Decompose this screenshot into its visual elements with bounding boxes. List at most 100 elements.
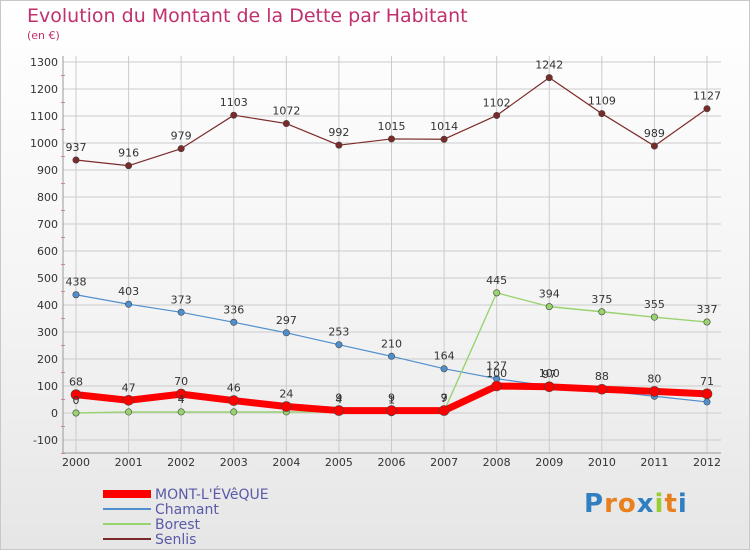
data-label-mont-l-v-que: 80 [647,372,661,385]
data-point-mont-l-v-que [70,389,82,400]
data-point-borest [72,409,80,417]
data-label-senlis: 1242 [535,59,563,72]
x-tick-label: 2008 [483,456,511,469]
logo-letter: r [604,489,618,519]
data-point-chamant [282,329,290,337]
data-label-senlis: 1102 [483,96,511,109]
x-tick-label: 2011 [640,456,668,469]
data-point-senlis [335,141,343,149]
data-point-borest [230,408,238,416]
y-tick-label: 400 [37,299,58,312]
data-label-senlis: 979 [171,130,192,143]
data-point-chamant [387,352,395,360]
data-label-senlis: 1014 [430,120,458,133]
data-point-chamant [72,291,80,299]
data-label-mont-l-v-que: 70 [174,375,188,388]
data-label-chamant: 403 [118,285,139,298]
data-point-chamant [230,318,238,326]
proxiti-logo: Proxiti [584,489,688,519]
data-point-mont-l-v-que [701,388,713,400]
data-point-borest [493,289,501,297]
y-tick-label: 200 [37,353,58,366]
x-tick-label: 2009 [535,456,563,469]
data-point-mont-l-v-que [491,380,502,392]
legend-label-mont-l-v-que: MONT-L'ÉVêQUE [155,486,269,503]
data-point-senlis [703,105,711,113]
data-point-borest [703,318,711,326]
data-label-borest: 1 [388,394,395,407]
data-point-senlis [282,120,290,128]
legend-label-borest: Borest [155,517,201,533]
y-tick-label: 300 [37,326,58,339]
data-label-chamant: 438 [66,276,87,289]
x-tick-label: 2003 [220,456,248,469]
data-label-chamant: 373 [171,293,192,306]
data-point-senlis [230,111,238,119]
data-label-borest: 4 [178,393,185,406]
data-label-mont-l-v-que: 24 [279,388,293,401]
data-point-senlis [545,74,553,82]
data-label-borest: 7 [441,392,448,405]
logo-letter: x [636,489,655,519]
data-point-chamant [335,341,343,349]
data-point-chamant [440,365,448,373]
legend-label-senlis: Senlis [155,532,196,548]
y-tick-label: 1000 [30,137,58,150]
y-tick-label: 700 [37,218,58,231]
data-point-borest [598,308,606,316]
data-point-mont-l-v-que [649,386,660,397]
data-label-senlis: 989 [644,127,665,140]
data-label-mont-l-v-que: 68 [69,376,83,389]
data-label-mont-l-v-que: 71 [700,375,714,388]
x-tick-label: 2006 [378,456,406,469]
y-tick-label: 100 [37,380,58,393]
data-label-chamant: 210 [381,337,402,350]
y-tick-label: 600 [37,245,58,258]
data-label-mont-l-v-que: 97 [542,368,556,381]
data-label-senlis: 1072 [272,105,300,118]
data-point-chamant [177,308,185,316]
data-label-chamant: 336 [223,303,244,316]
data-point-mont-l-v-que [281,401,292,412]
chart-unit: (en €) [27,29,60,42]
data-label-senlis: 916 [118,147,139,160]
data-label-mont-l-v-que: 9 [388,392,395,405]
data-label-chamant: 297 [276,314,297,327]
data-label-borest: 355 [644,298,665,311]
x-tick-label: 2002 [167,456,195,469]
data-point-borest [650,313,658,321]
data-point-senlis [493,111,501,119]
data-point-mont-l-v-que [596,383,608,395]
data-label-senlis: 1127 [693,90,721,103]
y-tick-label: 1300 [30,56,58,69]
data-label-mont-l-v-que: 9 [441,392,448,405]
logo-letter: i [654,489,665,519]
data-point-mont-l-v-que [543,381,555,393]
data-label-borest: 445 [486,274,507,287]
y-tick-label: 800 [37,191,58,204]
x-tick-label: 2007 [430,456,458,469]
y-tick-label: 1100 [30,110,58,123]
y-tick-label: 500 [37,272,58,285]
data-point-mont-l-v-que [228,395,240,406]
logo-letter: t [664,489,678,519]
data-point-borest [177,408,185,416]
data-label-mont-l-v-que: 47 [122,381,136,394]
chart-title: Evolution du Montant de la Dette par Hab… [27,5,468,27]
data-point-senlis [177,145,185,153]
data-label-senlis: 1109 [588,95,616,108]
data-point-senlis [125,162,133,170]
logo-letter: i [677,489,688,519]
data-label-borest: 394 [539,288,560,301]
data-point-senlis [440,135,448,143]
data-label-mont-l-v-que: 46 [227,382,241,395]
data-label-mont-l-v-que: 9 [335,392,342,405]
data-point-chamant [703,398,711,406]
data-point-borest [545,303,553,311]
y-tick-label: 900 [37,164,58,177]
data-label-senlis: 992 [328,126,349,139]
grid [63,56,721,453]
data-point-senlis [72,156,80,164]
